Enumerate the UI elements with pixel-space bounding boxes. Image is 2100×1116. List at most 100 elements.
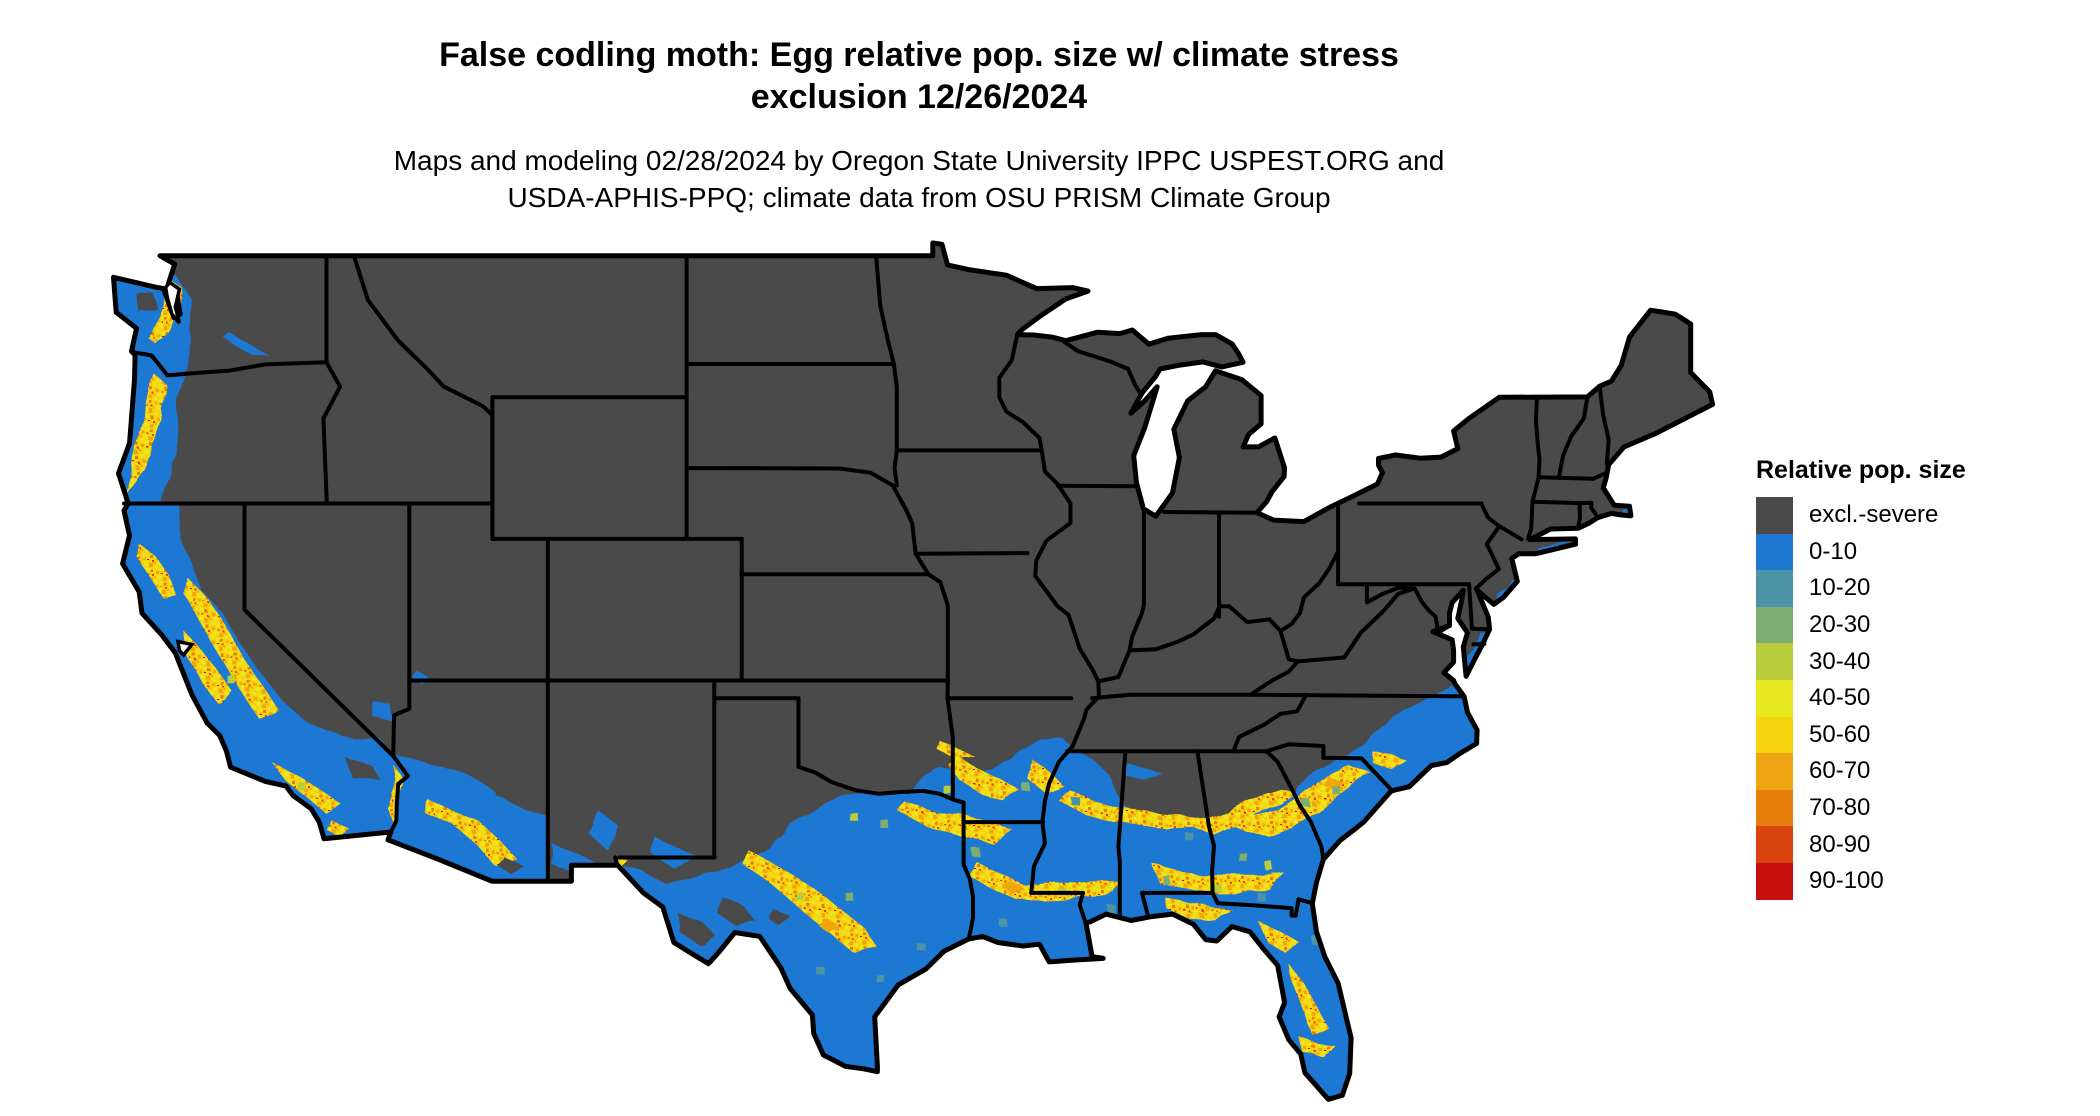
state-border-line: [1264, 742, 1395, 794]
region: [182, 629, 232, 706]
state-border-line: [1597, 384, 1611, 466]
state-border-line: [874, 253, 896, 366]
region: [898, 800, 1012, 844]
us-outline: [111, 240, 1716, 1102]
legend-label: 40-50: [1809, 684, 1871, 712]
region: [135, 542, 177, 600]
water-body: [163, 279, 182, 325]
state-border-line: [1231, 692, 1309, 754]
state-border-line: [391, 678, 412, 758]
legend-item-10-20: 10-20: [1756, 570, 1966, 607]
legend-label: excl.-severe: [1809, 501, 1939, 529]
state-border-line: [1278, 628, 1300, 664]
state-border-line: [1195, 749, 1216, 895]
fringe-cell: [1257, 892, 1266, 901]
legend-swatch: [1756, 716, 1793, 754]
region: [1003, 882, 1026, 895]
region: [326, 820, 350, 837]
region: [1122, 761, 1162, 780]
state-border-line: [1526, 475, 1541, 541]
legend-label: 0-10: [1809, 537, 1858, 565]
state-border-line: [1062, 340, 1143, 396]
state-border-line: [388, 753, 410, 834]
legend-label: 60-70: [1809, 757, 1871, 785]
legend-swatch: [1756, 570, 1793, 607]
region: [182, 577, 280, 718]
fringe-cell: [1265, 862, 1274, 871]
region: [937, 740, 973, 759]
state-border-line: [1248, 659, 1300, 697]
fringe-cell: [849, 812, 858, 821]
region: [125, 374, 167, 493]
state-border-line: [1248, 692, 1467, 699]
legend-item-50-60: 50-60: [1756, 716, 1966, 754]
state-border-line: [1162, 510, 1259, 515]
region: [496, 857, 525, 874]
state-border-line: [950, 797, 975, 941]
legend-item-excl.-severe: excl.-severe: [1756, 497, 1966, 534]
figure-title-line1: False codling moth: Egg relative pop. si…: [439, 36, 1399, 74]
state-border-line: [1029, 890, 1088, 925]
region: [371, 701, 392, 720]
figure-subtitle: Maps and modeling 02/28/2024 by Oregon S…: [0, 142, 1838, 216]
fringe-cell: [1324, 1101, 1332, 1109]
state-border-line: [1140, 890, 1150, 917]
legend-swatch: [1756, 606, 1793, 644]
state-border-line: [913, 551, 1030, 556]
legend-item-30-40: 30-40: [1756, 643, 1966, 680]
legend-swatch: [1756, 497, 1793, 534]
state-border-line: [1127, 510, 1146, 653]
state-border-line: [1116, 749, 1128, 919]
fringe-cell: [797, 894, 806, 903]
state-border-line: [1295, 586, 1417, 664]
region: [1028, 758, 1065, 794]
fringe-cell: [1313, 1103, 1321, 1111]
legend-item-60-70: 60-70: [1756, 753, 1966, 790]
state-border-line: [1090, 692, 1253, 701]
region: [136, 292, 158, 311]
figure-subtitle-line1: Maps and modeling 02/28/2024 by Oregon S…: [393, 145, 1445, 176]
legend-title: Relative pop. size: [1756, 456, 1966, 484]
state-border-line: [613, 855, 717, 868]
state-borders: [122, 253, 1611, 941]
region: [651, 836, 699, 869]
legend-item-90-100: 90-100: [1756, 862, 1966, 900]
fringe-cell: [880, 819, 889, 828]
state-border-line: [1530, 499, 1594, 506]
state-border-line: [1589, 500, 1598, 517]
legend-label: 10-20: [1809, 574, 1871, 602]
figure-title-line2: exclusion 12/26/2024: [750, 78, 1088, 116]
fringe-cell: [1299, 1103, 1307, 1111]
legend-swatch: [1756, 753, 1793, 790]
legend-swatch: [1756, 862, 1793, 900]
region: [1153, 864, 1284, 893]
state-border-line: [1467, 582, 1492, 632]
region: [423, 799, 518, 867]
legend-label: 30-40: [1809, 647, 1871, 675]
region: [344, 756, 381, 780]
legend-label: 70-80: [1809, 794, 1871, 822]
region: [588, 811, 619, 851]
fringe-cell: [999, 919, 1008, 927]
state-border-line: [351, 253, 495, 417]
fringe-cell: [847, 894, 856, 903]
fringe-cell: [1212, 883, 1221, 892]
region: [1371, 751, 1408, 769]
fringe-cell: [1185, 832, 1194, 841]
state-border-line: [1576, 501, 1582, 530]
region: [967, 861, 1123, 900]
legend-item-70-80: 70-80: [1756, 789, 1966, 827]
region: [743, 850, 877, 954]
state-border-line: [1473, 501, 1502, 591]
state-border-line: [890, 483, 950, 683]
legend-label: 80-90: [1809, 830, 1871, 858]
region: [219, 560, 307, 706]
fringe-cell: [816, 966, 825, 975]
state-border-line: [796, 764, 955, 802]
fringe-cell: [1312, 936, 1321, 945]
state-border-line: [242, 501, 396, 758]
fringe-cell: [877, 975, 886, 984]
legend-label: 50-60: [1809, 720, 1871, 748]
region: [1164, 896, 1234, 920]
region: [385, 765, 404, 823]
